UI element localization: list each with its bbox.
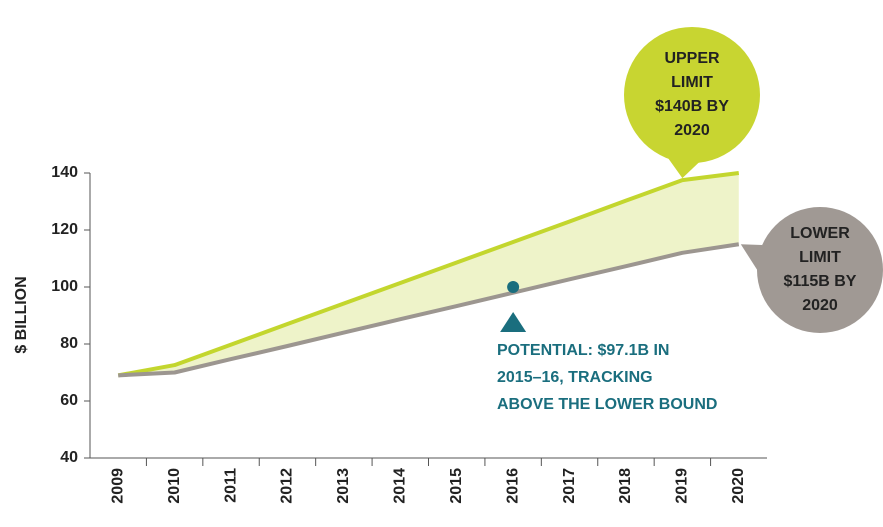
callout-text: LOWER xyxy=(790,225,850,242)
y-tick-label: 60 xyxy=(60,392,78,409)
x-tick-label: 2011 xyxy=(222,468,239,503)
y-axis-label: $ BILLION xyxy=(13,276,30,353)
y-tick-label: 120 xyxy=(51,221,78,238)
callout-text: 2020 xyxy=(674,122,710,139)
annotation-text: ABOVE THE LOWER BOUND xyxy=(497,396,717,413)
y-tick-label: 40 xyxy=(60,449,78,466)
x-tick-label: 2014 xyxy=(392,468,409,504)
callout-bubble xyxy=(624,27,760,163)
x-tick-label: 2010 xyxy=(166,468,183,504)
pointer-triangle xyxy=(500,312,527,332)
callout-text: $140B BY xyxy=(655,98,729,115)
x-tick-label: 2013 xyxy=(335,468,352,504)
series-line xyxy=(118,242,740,378)
x-tick-label: 2020 xyxy=(730,468,747,504)
x-tick-label: 2016 xyxy=(504,468,521,504)
series-line xyxy=(117,171,740,378)
annotation-text: 2015–16, TRACKING xyxy=(497,369,653,386)
x-tick-label: 2018 xyxy=(617,468,634,504)
callout-text: 2020 xyxy=(802,297,838,314)
callout-text: LIMIT xyxy=(799,249,841,266)
callout-text: LIMIT xyxy=(671,74,713,91)
x-tick-label: 2015 xyxy=(448,468,465,504)
point xyxy=(507,281,520,293)
y-tick-label: 80 xyxy=(60,335,78,352)
annotation-text: POTENTIAL: $97.1B IN xyxy=(497,342,669,359)
x-tick-label: 2009 xyxy=(109,468,126,504)
x-tick-label: 2019 xyxy=(674,468,691,504)
y-tick-label: 140 xyxy=(51,164,78,181)
callout-bubble xyxy=(757,207,883,333)
x-tick-label: 2017 xyxy=(561,468,578,504)
callout-text: $115B BY xyxy=(784,273,857,290)
callout-text: UPPER xyxy=(664,50,720,67)
y-tick-label: 100 xyxy=(51,278,78,295)
x-tick-label: 2012 xyxy=(279,468,296,504)
